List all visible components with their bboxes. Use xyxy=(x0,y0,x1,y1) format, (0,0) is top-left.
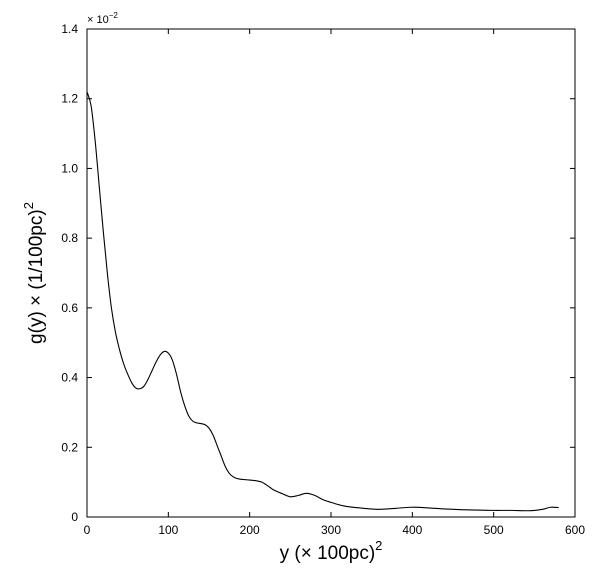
y-tick-label: 1.4 xyxy=(61,22,78,36)
y-multiplier-exp: −2 xyxy=(109,11,119,20)
series-layer xyxy=(86,91,559,512)
y-tick-label: 1.0 xyxy=(61,161,78,175)
y-tick-label: 0.2 xyxy=(61,440,78,454)
y-axis-title: g(y) × (1/100pc)2 xyxy=(21,202,47,344)
y-tick-labels: 0 0.2 0.4 0.6 0.8 1.0 1.2 1.4 xyxy=(61,22,78,524)
x-tick-label: 100 xyxy=(158,523,178,537)
x-tick-labels: 0 100 200 300 400 500 600 xyxy=(84,523,586,537)
x-axis-title: y (× 100pc)2 xyxy=(280,538,383,564)
y-tick-label: 0.4 xyxy=(61,371,78,385)
x-tick-label: 400 xyxy=(402,523,422,537)
x-axis-title-exp: 2 xyxy=(375,538,382,553)
series-line xyxy=(86,91,559,512)
x-tick-label: 200 xyxy=(240,523,260,537)
y-tick-label: 0 xyxy=(71,510,78,524)
y-multiplier-base: × 10 xyxy=(87,14,109,26)
x-tick-label: 500 xyxy=(484,523,504,537)
y-tick-label: 0.6 xyxy=(61,301,78,315)
x-tick-label: 300 xyxy=(321,523,341,537)
x-tick-label: 600 xyxy=(565,523,585,537)
plot-area xyxy=(86,28,576,518)
y-axis-title-exp: 2 xyxy=(21,202,36,209)
x-axis-title-base: y (× 100pc) xyxy=(280,543,376,564)
axis-ticks xyxy=(86,28,576,518)
y-tick-label: 1.2 xyxy=(61,92,78,106)
y-tick-label: 0.8 xyxy=(61,231,78,245)
y-multiplier-label: × 10−2 xyxy=(87,11,118,26)
y-axis-title-base: g(y) × (1/100pc) xyxy=(26,209,47,344)
x-tick-label: 0 xyxy=(84,523,91,537)
